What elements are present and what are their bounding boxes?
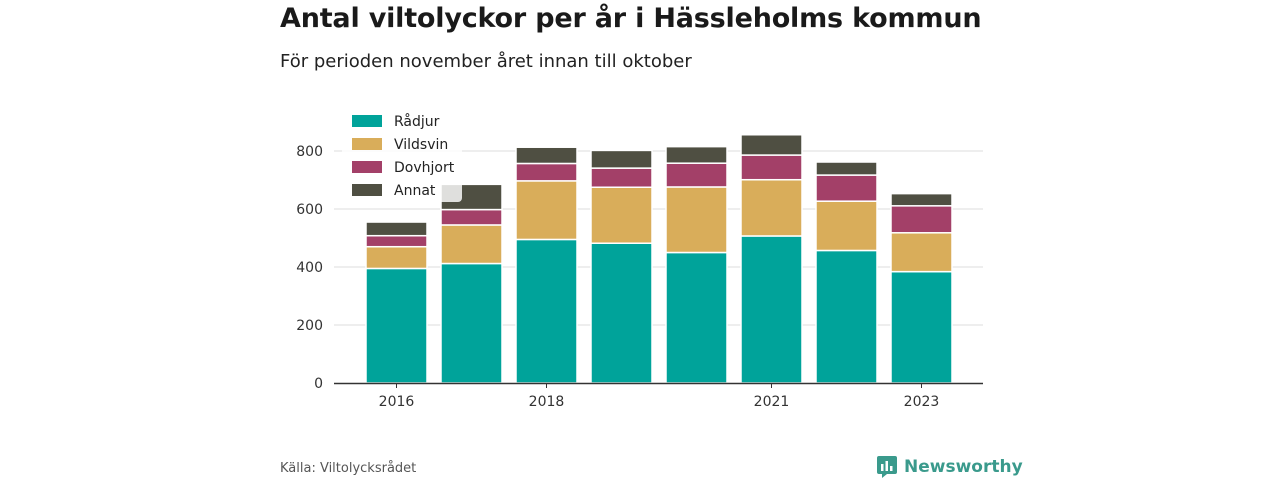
bar-2020-dovhjort[interactable] (665, 162, 728, 188)
bar-2019-vildsvin[interactable] (590, 186, 653, 244)
brand-name: Newsworthy (904, 457, 1023, 477)
x-tick-label: 2023 (904, 394, 940, 410)
bar-2016-annat[interactable] (365, 221, 428, 237)
legend-label-annat: Annat (394, 183, 436, 199)
bar-2023-rådjur[interactable] (890, 270, 953, 384)
bar-2023-vildsvin[interactable] (890, 232, 953, 273)
bar-2017-vildsvin[interactable] (440, 224, 503, 265)
bar-2021-vildsvin[interactable] (740, 178, 803, 237)
bar-2023-dovhjort[interactable] (890, 205, 953, 234)
x-tick-label: 2021 (754, 394, 790, 410)
bar-2018-rådjur[interactable] (515, 238, 578, 384)
legend-swatch-annat (352, 184, 382, 196)
legend-label-dovhjort: Dovhjort (394, 160, 455, 176)
bar-2019-dovhjort[interactable] (590, 167, 653, 188)
bar-2022-vildsvin[interactable] (815, 200, 878, 252)
bar-2020-annat[interactable] (665, 145, 728, 164)
bar-2017-dovhjort[interactable] (440, 208, 503, 226)
chart-title: Antal viltolyckor per år i Hässleholms k… (280, 3, 982, 34)
bar-2016-vildsvin[interactable] (365, 245, 428, 270)
newsworthy-logo-icon (877, 456, 897, 478)
bar-2021-dovhjort[interactable] (740, 154, 803, 181)
axes: 0 200 400 600 800 2016 2018 2021 2023 (296, 144, 983, 410)
bar-2016-dovhjort[interactable] (365, 234, 428, 248)
bar-2022-dovhjort[interactable] (815, 174, 878, 202)
y-tick-label: 400 (296, 260, 323, 276)
bar-2019-annat[interactable] (590, 149, 653, 169)
legend-swatch-rådjur (352, 115, 382, 127)
bar-2022-annat[interactable] (815, 161, 878, 176)
brand-logo[interactable]: Newsworthy (876, 455, 1023, 479)
bar-2019-rådjur[interactable] (590, 242, 653, 384)
bar-2018-annat[interactable] (515, 146, 578, 165)
bar-2021-annat[interactable] (740, 134, 803, 156)
y-tick-label: 600 (296, 202, 323, 218)
x-tick-label: 2018 (529, 394, 565, 410)
bar-2017-rådjur[interactable] (440, 262, 503, 384)
bar-2022-rådjur[interactable] (815, 249, 878, 384)
bar-2016-rådjur[interactable] (365, 267, 428, 384)
x-tick-label: 2016 (379, 394, 415, 410)
bar-2018-vildsvin[interactable] (515, 180, 578, 241)
legend-background (342, 106, 462, 202)
bar-2020-rådjur[interactable] (665, 251, 728, 384)
legend: Rådjur Vildsvin Dovhjort Annat (342, 106, 462, 202)
legend-label-vildsvin: Vildsvin (394, 137, 448, 153)
y-tick-label: 200 (296, 318, 323, 334)
y-tick-label: 800 (296, 144, 323, 160)
bar-2023-annat[interactable] (890, 192, 953, 207)
bar-2021-rådjur[interactable] (740, 235, 803, 384)
y-tick-label: 0 (314, 376, 323, 392)
legend-label-rådjur: Rådjur (394, 113, 440, 130)
bar-2020-vildsvin[interactable] (665, 186, 728, 254)
chart-subtitle: För perioden november året innan till ok… (280, 51, 692, 72)
legend-swatch-vildsvin (352, 138, 382, 150)
legend-swatch-dovhjort (352, 161, 382, 173)
source-note: Källa: Viltolycksrådet (280, 461, 417, 476)
bars (365, 134, 953, 384)
bar-2018-dovhjort[interactable] (515, 162, 578, 182)
